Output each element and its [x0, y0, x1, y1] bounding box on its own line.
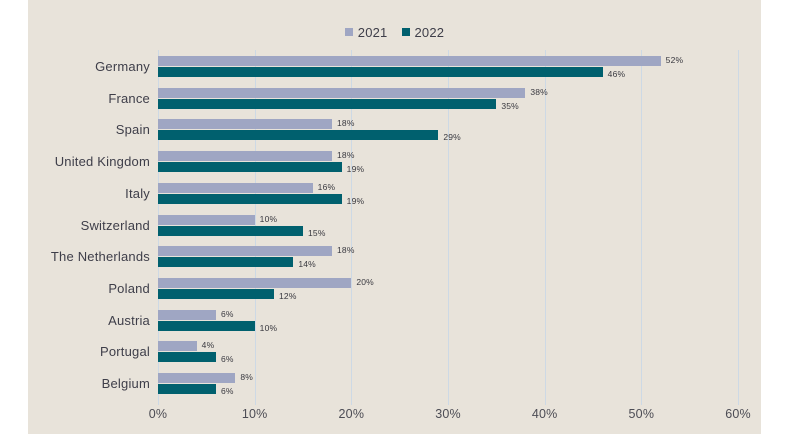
bar-2021-switzerland [158, 214, 255, 225]
bar-2021-germany [158, 56, 661, 66]
value-label-2021: 8% [240, 372, 254, 382]
category-label: Belgium [101, 376, 150, 391]
value-label-2022: 35% [501, 100, 519, 111]
bar-2021-the-netherlands [158, 246, 332, 257]
gridline-60% [738, 50, 739, 405]
bar-2021-france [158, 87, 526, 98]
value-label-2022: 19% [346, 164, 365, 175]
category-label: Germany [95, 59, 150, 74]
legend-swatch-2021 [344, 28, 353, 36]
category-label: Austria [108, 312, 150, 328]
value-label-2021: 18% [337, 245, 355, 256]
value-label-2022: 46% [607, 69, 626, 79]
category-label: United Kingdom [54, 154, 150, 170]
value-label-2021: 20% [356, 276, 374, 287]
bar-2022-italy [158, 193, 342, 204]
category-label: Spain [115, 122, 150, 138]
plot-area: Germany 52% 46% France 38% 35% Spain 18% 29% Unit… [28, 0, 761, 434]
category-label: Switzerland [80, 217, 150, 233]
category-label: Portugal [99, 344, 150, 360]
value-label-2022: 6% [221, 354, 234, 365]
legend-swatch-2022 [401, 28, 410, 36]
value-label-2022: 14% [298, 259, 316, 270]
x-axis-tick-label: 60% [725, 407, 751, 421]
x-axis-tick-label: 50% [628, 407, 655, 421]
value-label-2022: 19% [346, 195, 365, 206]
x-axis-tick-label: 0% [148, 407, 168, 421]
value-label-2022: 10% [259, 322, 278, 333]
x-axis-tick-label: 30% [435, 407, 461, 421]
value-label-2021: 52% [665, 55, 684, 65]
legend-label-2022: 2022 [414, 24, 445, 40]
legend-label-2021: 2021 [357, 24, 388, 40]
value-label-2021: 4% [201, 340, 215, 351]
gridline-40% [544, 50, 546, 405]
x-axis-tick-label: 40% [531, 407, 558, 421]
value-label-2021: 16% [317, 181, 336, 192]
category-label: Poland [108, 280, 150, 296]
bar-2021-belgium [158, 373, 236, 383]
bar-2021-italy [158, 182, 313, 193]
legend-item-2022: 2022 [401, 24, 445, 40]
category-label: France [108, 90, 150, 106]
bar-2021-austria [158, 309, 216, 320]
bar-2022-portugal [158, 352, 216, 363]
bar-2021-united-kingdom [158, 151, 332, 162]
x-axis-tick-label: 10% [241, 407, 268, 421]
gridline-20% [351, 50, 353, 405]
bar-2022-spain [158, 130, 439, 141]
value-label-2021: 6% [221, 308, 234, 319]
value-label-2021: 38% [530, 86, 548, 97]
value-label-2021: 10% [259, 213, 278, 224]
value-label-2022: 6% [221, 386, 234, 396]
bar-2022-switzerland [158, 225, 303, 236]
legend-item-2021: 2021 [344, 24, 388, 40]
bar-2021-portugal [158, 341, 197, 352]
bar-2022-austria [158, 320, 255, 331]
chart-legend: 2021 2022 [28, 24, 761, 40]
bar-2022-poland [158, 288, 274, 299]
bar-2021-poland [158, 277, 352, 288]
bar-2021-spain [158, 119, 332, 130]
x-axis-tick-label: 20% [338, 407, 365, 421]
gridline-50% [641, 50, 643, 405]
value-label-2021: 18% [337, 150, 355, 161]
bar-2022-germany [158, 67, 603, 77]
category-label: The Netherlands [50, 249, 150, 265]
chart-panel: 2021 2022 Germany 52% 46% France 38% 35% Spain… [28, 0, 761, 434]
value-label-2022: 15% [308, 227, 326, 238]
value-label-2021: 18% [337, 118, 355, 129]
bar-2022-france [158, 98, 497, 109]
value-label-2022: 29% [443, 132, 461, 143]
bar-2022-the-netherlands [158, 257, 294, 268]
bar-2022-belgium [158, 384, 216, 394]
gridline-30% [448, 50, 449, 405]
category-label: Italy [125, 185, 150, 201]
value-label-2022: 12% [279, 290, 297, 301]
bar-2022-united-kingdom [158, 162, 342, 173]
